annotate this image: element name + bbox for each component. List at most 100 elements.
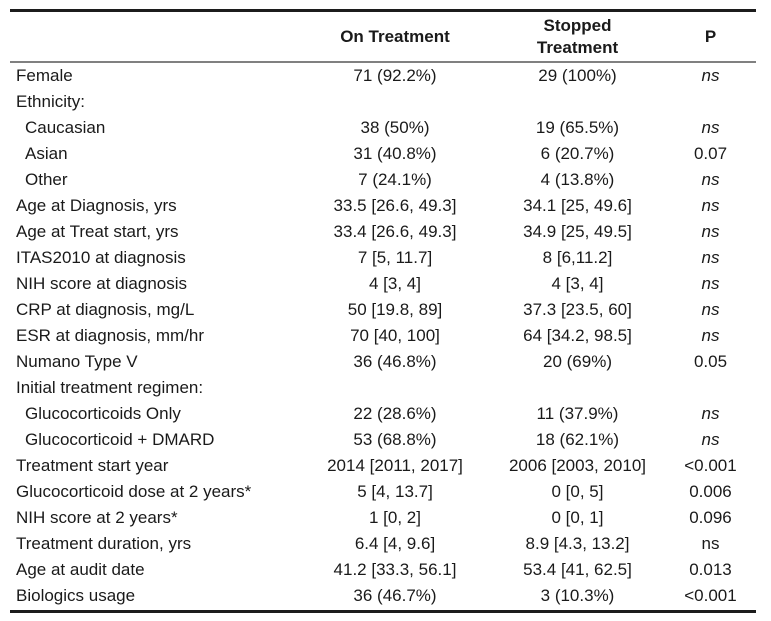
on-treatment-value: 71 (92.2%) (353, 66, 437, 85)
p-value: ns (701, 118, 720, 137)
on-treatment-value: 5 [4, 13.7] (357, 482, 433, 501)
on-treatment-value: 70 [40, 100] (350, 326, 440, 345)
table-row: Numano Type V 36 (46.8%) 20 (69%) 0.05 (10, 349, 756, 375)
on-treatment-value: 1 [0, 2] (369, 508, 421, 527)
on-treatment-value: 7 (24.1%) (358, 170, 432, 189)
stopped-treatment-value: 20 (69%) (543, 352, 612, 371)
stopped-treatment-value: 4 (13.8%) (540, 170, 615, 189)
table-row: Glucocorticoid + DMARD 53 (68.8%) 18 (62… (10, 427, 756, 453)
table-row: Initial treatment regimen: (10, 375, 756, 401)
table-row: NIH score at diagnosis 4 [3, 4] 4 [3, 4]… (10, 271, 756, 297)
on-treatment-value: 33.4 [26.6, 49.3] (333, 222, 457, 241)
table-row: NIH score at 2 years* 1 [0, 2] 0 [0, 1] … (10, 505, 756, 531)
stopped-treatment-value: 19 (65.5%) (535, 118, 620, 137)
on-treatment-value: 2014 [2011, 2017] (327, 456, 463, 475)
row-label: Age at audit date (16, 560, 145, 579)
stopped-treatment-value: 3 (10.3%) (540, 586, 615, 605)
table-row: Glucocorticoid dose at 2 years* 5 [4, 13… (10, 479, 756, 505)
table-row: Asian 31 (40.8%) 6 (20.7%) 0.07 (10, 141, 756, 167)
stopped-treatment-value: 0 [0, 5] (551, 482, 604, 501)
row-label: Glucocorticoids Only (25, 404, 181, 423)
table-header-row: On Treatment Stopped Treatment P (10, 12, 756, 63)
row-label: Treatment start year (16, 456, 169, 475)
header-on-treatment: On Treatment (340, 26, 450, 46)
row-label: Treatment duration, yrs (16, 534, 192, 553)
on-treatment-value: 38 (50%) (360, 118, 430, 137)
table-row: Female 71 (92.2%) 29 (100%) ns (10, 63, 756, 89)
stopped-treatment-value: 29 (100%) (538, 66, 617, 85)
on-treatment-value: 36 (46.8%) (353, 352, 437, 371)
on-treatment-value: 6.4 [4, 9.6] (354, 534, 436, 553)
p-value: ns (701, 222, 720, 241)
p-value (665, 89, 756, 115)
stopped-treatment-value: 53.4 [41, 62.5] (523, 560, 632, 579)
table-row: Age at Treat start, yrs 33.4 [26.6, 49.3… (10, 219, 756, 245)
table-body: Female 71 (92.2%) 29 (100%) ns Ethnicity… (10, 63, 756, 610)
on-treatment-value: 7 [5, 11.7] (357, 248, 433, 267)
stopped-treatment-value (490, 89, 665, 115)
table-row: CRP at diagnosis, mg/L 50 [19.8, 89] 37.… (10, 297, 756, 323)
p-value (665, 375, 756, 401)
stopped-treatment-value: 8.9 [4.3, 13.2] (525, 534, 630, 553)
p-value: ns (701, 326, 720, 345)
p-value: <0.001 (684, 586, 737, 605)
p-value: 0.096 (689, 508, 732, 527)
row-label: Numano Type V (16, 352, 138, 371)
stopped-treatment-value: 0 [0, 1] (551, 508, 604, 527)
p-value: ns (701, 170, 720, 189)
row-label: Other (25, 170, 68, 189)
row-label: Glucocorticoid dose at 2 years* (16, 482, 252, 501)
row-label: Female (16, 66, 73, 85)
p-value: ns (701, 300, 720, 319)
header-stopped-treatment: Stopped Treatment (536, 16, 619, 57)
row-label: Age at Diagnosis, yrs (16, 196, 177, 215)
on-treatment-value (300, 89, 490, 115)
table-row: Biologics usage 36 (46.7%) 3 (10.3%) <0.… (10, 583, 756, 609)
on-treatment-value: 41.2 [33.3, 56.1] (333, 560, 457, 579)
p-value: 0.07 (693, 144, 728, 163)
row-label: ESR at diagnosis, mm/hr (16, 326, 205, 345)
row-label: Asian (25, 144, 68, 163)
stopped-treatment-value: 34.9 [25, 49.5] (523, 222, 632, 241)
table-row: Glucocorticoids Only 22 (28.6%) 11 (37.9… (10, 401, 756, 427)
table-row: Caucasian 38 (50%) 19 (65.5%) ns (10, 115, 756, 141)
p-value: ns (701, 66, 720, 85)
table-row: ESR at diagnosis, mm/hr 70 [40, 100] 64 … (10, 323, 756, 349)
on-treatment-value: 33.5 [26.6, 49.3] (333, 196, 457, 215)
stopped-treatment-value: 18 (62.1%) (535, 430, 620, 449)
row-label: CRP at diagnosis, mg/L (16, 300, 195, 319)
on-treatment-value: 53 (68.8%) (353, 430, 437, 449)
p-value: 0.006 (689, 482, 732, 501)
p-value: ns (701, 274, 720, 293)
p-value: ns (701, 430, 720, 449)
on-treatment-value: 50 [19.8, 89] (347, 300, 443, 319)
p-value: ns (701, 404, 720, 423)
row-label: Age at Treat start, yrs (16, 222, 179, 241)
p-value: 0.05 (693, 352, 728, 371)
row-label: NIH score at diagnosis (16, 274, 188, 293)
table-row: Other 7 (24.1%) 4 (13.8%) ns (10, 167, 756, 193)
row-label: Ethnicity: (16, 92, 85, 111)
stopped-treatment-value: 8 [6,11.2] (542, 248, 613, 267)
stopped-treatment-value: 64 [34.2, 98.5] (523, 326, 632, 345)
table-row: Treatment start year 2014 [2011, 2017] 2… (10, 453, 756, 479)
on-treatment-value: 22 (28.6%) (353, 404, 437, 423)
p-value: <0.001 (684, 456, 737, 475)
stopped-treatment-value: 37.3 [23.5, 60] (523, 300, 632, 319)
header-p-value: P (704, 26, 717, 46)
stopped-treatment-value: 4 [3, 4] (551, 274, 604, 293)
on-treatment-value (300, 375, 490, 401)
p-value: ns (701, 534, 720, 553)
row-label: NIH score at 2 years* (16, 508, 178, 527)
p-value: ns (701, 248, 720, 267)
table-row: Treatment duration, yrs 6.4 [4, 9.6] 8.9… (10, 531, 756, 557)
stopped-treatment-value: 6 (20.7%) (540, 144, 615, 163)
on-treatment-value: 36 (46.7%) (353, 586, 437, 605)
table-row: Age at Diagnosis, yrs 33.5 [26.6, 49.3] … (10, 193, 756, 219)
row-label: ITAS2010 at diagnosis (16, 248, 186, 267)
row-label: Initial treatment regimen: (16, 378, 204, 397)
table-row: Age at audit date 41.2 [33.3, 56.1] 53.4… (10, 557, 756, 583)
row-label: Biologics usage (16, 586, 136, 605)
stopped-treatment-value: 34.1 [25, 49.6] (523, 196, 632, 215)
p-value: 0.013 (689, 560, 732, 579)
